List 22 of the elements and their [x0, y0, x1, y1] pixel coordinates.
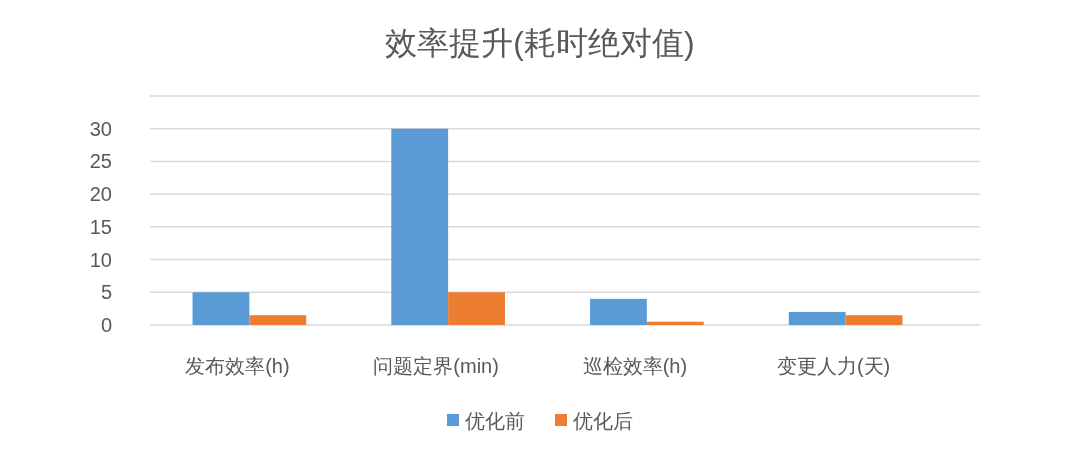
bar — [788, 311, 846, 325]
legend-label: 优化后 — [573, 410, 633, 432]
y-tick: 10 — [89, 248, 112, 271]
y-tick: 0 — [100, 314, 112, 336]
bar — [249, 315, 307, 325]
bar — [192, 292, 250, 325]
bar — [590, 298, 647, 325]
x-tick: 问题定界(min) — [373, 355, 499, 377]
bar — [646, 321, 704, 325]
y-tick: 25 — [89, 150, 112, 173]
y-tick: 20 — [89, 183, 112, 206]
legend-label: 优化前 — [465, 410, 525, 432]
bar — [391, 128, 449, 325]
y-tick: 30 — [89, 117, 112, 140]
y-tick: 5 — [100, 281, 112, 304]
x-tick: 变更人力(天) — [776, 355, 891, 377]
bar — [845, 315, 903, 325]
y-tick: 15 — [89, 215, 112, 238]
x-tick: 巡检效率(h) — [582, 355, 688, 377]
title: 效率提升(耗时绝对值) — [385, 25, 695, 61]
bar — [448, 292, 505, 325]
x-tick: 发布效率(h) — [185, 355, 290, 377]
